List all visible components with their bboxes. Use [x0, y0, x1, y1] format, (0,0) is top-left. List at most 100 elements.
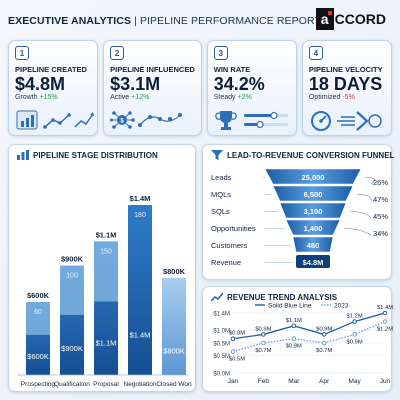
- kpi-delta-prefix: Active: [110, 94, 130, 101]
- stage-category-label: Qualification: [54, 381, 90, 388]
- stage-category-label: Negotiation: [124, 381, 157, 388]
- trend-line-icon: [211, 292, 223, 302]
- kpi-number: 3: [213, 46, 228, 60]
- trend-x-tick: Feb: [258, 378, 270, 385]
- stage-bar-top-segment: [94, 241, 118, 302]
- network-dollar-icon: $: [110, 111, 183, 129]
- stage-bar-top-label: $800K: [163, 267, 186, 276]
- stage-category-label: Prospecting: [21, 381, 56, 388]
- logo-mark: a: [315, 8, 334, 30]
- funnel-stage-label: Revenue: [211, 258, 241, 267]
- trend-y-tick: $1.0M: [213, 328, 230, 334]
- stage-category-label: Closed Won: [156, 381, 192, 388]
- trend-y-tick: $0.0M: [213, 371, 230, 377]
- logo-text: CCORD: [334, 11, 386, 27]
- trend-x-tick: Jan: [228, 378, 239, 385]
- funnel-value: 3,100: [304, 207, 323, 216]
- trend-data-label: $0.5M: [229, 357, 245, 363]
- kpi-number: 2: [110, 46, 125, 60]
- kpi-label: WIN RATE: [213, 65, 251, 74]
- stage-bar-value-label: $900K: [61, 344, 83, 353]
- trend-point: [352, 319, 357, 324]
- stage-bar-top-segment: [60, 265, 84, 315]
- stage-bar-count-label: 60: [34, 309, 42, 316]
- funnel-connector: [364, 177, 376, 185]
- kpi-delta-prefix: Optimized: [308, 94, 341, 101]
- trend-point: [382, 310, 388, 316]
- title-separator: |: [131, 15, 140, 27]
- stage-bar-top-label: $900K: [61, 255, 84, 264]
- kpi-delta-prefix: Steady: [213, 94, 236, 101]
- funnel-conversion-pct: 47%: [373, 195, 388, 204]
- trend-data-label: $1.2M: [347, 314, 363, 320]
- kpi-delta-value: -5%: [342, 94, 355, 101]
- title-main: EXECUTIVE ANALYTICS: [8, 15, 132, 27]
- legend-label-solid: Solid Blue Line: [268, 303, 312, 310]
- funnel-value: 1,400: [304, 224, 323, 233]
- kpi-card-pipeline-influenced: 2 PIPELINE INFLUENCED $3.1M Active +12% …: [103, 40, 202, 136]
- stage-bar-top-label: $1.4M: [130, 194, 151, 203]
- funnel-value: 6,500: [304, 190, 323, 199]
- trend-point: [261, 340, 266, 346]
- trend-y-tick: $0.5M: [213, 354, 230, 360]
- funnel-stage-label: Customers: [211, 241, 248, 250]
- kpi-row: 1 PIPELINE CREATED $4.8M Growth +15% 2 P…: [8, 40, 393, 136]
- trend-x-tick: May: [348, 378, 361, 385]
- funnel-value: 480: [307, 241, 320, 250]
- page-title: EXECUTIVE ANALYTICS | PIPELINE PERFORMAN…: [8, 15, 321, 27]
- svg-text:$: $: [120, 119, 124, 125]
- trend-point: [321, 340, 327, 346]
- trend-x-tick: Jun: [380, 378, 391, 385]
- kpi-card-pipeline-velocity: 4 PIPELINE VELOCITY 18 DAYS Optimized -5…: [301, 40, 393, 136]
- kpi-delta-value: +12%: [131, 94, 150, 101]
- funnel-panel-title: LEAD-TO-REVENUE CONVERSION FUNNEL: [227, 150, 395, 160]
- stage-bar-chart: $600K 60 $600K Prospecting $900K 100 $900K Qual…: [17, 194, 192, 388]
- trend-x-tick: Apr: [319, 378, 330, 385]
- kpi-card-win-rate: 3 WIN RATE 34.2% Steady +2%: [206, 40, 297, 136]
- stage-bar-count-label: 100: [66, 273, 78, 280]
- conversion-funnel-panel: LEAD-TO-REVENUE CONVERSION FUNNEL 25,000…: [202, 144, 394, 280]
- trend-point: [291, 323, 297, 329]
- kpi-label: PIPELINE INFLUENCED: [110, 65, 195, 74]
- trend-x-tick: Mar: [288, 378, 300, 385]
- kpi-delta-prefix: Growth: [15, 94, 38, 101]
- kpi-number: 4: [308, 46, 323, 60]
- funnel-conversion-pct: 45%: [373, 212, 388, 221]
- stage-panel-title: PIPELINE STAGE DISTRIBUTION: [33, 150, 158, 160]
- stage-bar-top-label: $600K: [27, 291, 50, 300]
- kpi-value: $4.8M: [15, 74, 66, 94]
- trend-data-label: $0.9M: [255, 326, 271, 332]
- trend-data-label: $0.7M: [316, 348, 332, 354]
- trend-data-label: $1.4M: [377, 305, 393, 311]
- kpi-delta: Optimized -5%: [309, 94, 385, 101]
- kpi-value: 34.2%: [213, 74, 265, 94]
- trend-point: [230, 336, 236, 342]
- stage-bar: [128, 205, 152, 375]
- stage-bar-value-label: $800K: [163, 347, 185, 356]
- funnel-icon: [211, 150, 223, 160]
- stage-bar: [162, 277, 186, 375]
- kpi-label: PIPELINE VELOCITY: [308, 65, 383, 74]
- trend-data-label: $1.2M: [377, 327, 393, 333]
- trend-point: [382, 319, 388, 324]
- funnel-segment: [272, 185, 354, 202]
- revenue-trend-chart: Solid Blue Line 2023 $0.0M $0.5M$0.5M $1.0M $…: [213, 303, 393, 386]
- funnel-segment: [279, 202, 347, 219]
- kpi-delta: Growth +15%: [15, 94, 91, 101]
- trend-point: [291, 336, 297, 342]
- trend-panel-title: REVENUE TREND ANALYSIS: [227, 292, 338, 302]
- funnel-value: 25,000: [302, 173, 325, 182]
- funnel-segment: [264, 168, 362, 185]
- report-header: EXECUTIVE ANALYTICS | PIPELINE PERFORMAN…: [8, 6, 392, 36]
- funnel-connector: [356, 194, 372, 202]
- speedometer-arrow-icon: [310, 111, 382, 131]
- trophy-sliders-icon: [214, 111, 288, 130]
- stage-bar-value-label: $1.4M: [130, 331, 151, 340]
- bar-chart-icon: [17, 150, 29, 160]
- funnel-conversion-pct: 34%: [373, 229, 388, 238]
- panel-title: LEAD-TO-REVENUE CONVERSION FUNNEL: [211, 150, 394, 160]
- trend-point: [352, 332, 357, 337]
- title-sub: PIPELINE PERFORMANCE REPORT: [139, 15, 321, 27]
- panel-title: PIPELINE STAGE DISTRIBUTION: [17, 150, 158, 160]
- legend-label-dotted: 2023: [334, 303, 349, 310]
